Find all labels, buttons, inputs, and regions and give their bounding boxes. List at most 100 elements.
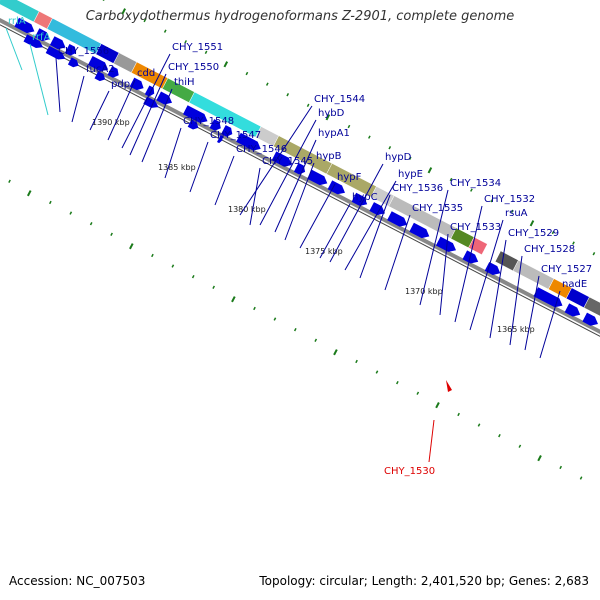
- tick-mark: [265, 82, 269, 86]
- leader-line: [29, 43, 49, 116]
- tick-mark: [325, 114, 331, 121]
- gene-label-chy-1527: CHY_1527: [524, 264, 592, 351]
- genome-title: Carboxydothermus hydrogenoformans Z-2901…: [85, 9, 515, 24]
- gene-arrow: [582, 312, 598, 326]
- gene-label-text: rrfA: [32, 32, 51, 43]
- tick-mark: [212, 285, 216, 289]
- tick-ring-outer: [102, 0, 596, 256]
- leader-line: [5, 27, 23, 71]
- gene-label-hypb: hypB: [284, 151, 342, 241]
- gene-label-chy-1546: CHY_1546: [214, 144, 287, 206]
- gene-label-chy-1548: CHY_1548: [164, 116, 234, 179]
- tick-mark: [449, 177, 453, 182]
- tick-mark: [245, 71, 249, 76]
- tick-mark: [110, 232, 113, 236]
- tick-mark: [89, 222, 93, 226]
- gene-arrow: [533, 287, 563, 308]
- gene-label-chy-1544: CHY_1544: [239, 94, 365, 216]
- leader-line: [71, 75, 85, 123]
- genome-backbone: [0, 18, 600, 335]
- tick-mark: [408, 156, 412, 161]
- gene-arrow: [129, 77, 144, 91]
- gene-label-text: pdp: [111, 79, 130, 90]
- gene-arrow: [409, 222, 430, 239]
- leader-line: [344, 180, 397, 271]
- gene-label-text: CHY_1529: [508, 228, 559, 239]
- gene-label-text: hypB: [316, 151, 342, 162]
- tick-mark: [518, 444, 522, 448]
- tick-mark: [457, 412, 460, 417]
- tick-mark: [273, 317, 277, 321]
- gene-arrow: [187, 119, 199, 130]
- gene-label-rsua: rsuA: [469, 208, 528, 331]
- gene-arrow: [14, 17, 35, 34]
- tick-mark: [592, 252, 596, 256]
- tick-ring-inner: [8, 179, 583, 480]
- leader-line: [141, 88, 173, 163]
- gene-arrow: [369, 202, 385, 216]
- tick-mark: [223, 61, 229, 68]
- tick-mark: [375, 370, 379, 374]
- leader-line: [239, 105, 313, 216]
- gene-label-text: CHY_1532: [484, 194, 535, 205]
- tick-mark: [49, 200, 52, 205]
- gene-arrow: [94, 71, 106, 82]
- leader-line: [419, 189, 449, 306]
- gene-label-text: CHY_1547: [210, 130, 261, 141]
- gene-label-chy-1556: CHY_1556: [55, 46, 109, 113]
- gene-label-text: CHY_1533: [450, 222, 501, 233]
- gene-arrow: [49, 36, 66, 50]
- gene-arrow: [387, 211, 408, 227]
- tick-mark: [293, 327, 297, 332]
- gene-arrow: [34, 28, 50, 42]
- tick-mark: [204, 50, 208, 55]
- gene-label-chy-1532: CHY_1532: [454, 194, 535, 323]
- gene-label-chy-1528: CHY_1528: [509, 244, 575, 346]
- tick-mark: [470, 188, 473, 192]
- tick-mark: [171, 264, 175, 268]
- gene-arrow: [88, 56, 109, 72]
- tick-mark: [572, 241, 575, 245]
- tick-mark: [26, 190, 32, 197]
- kbp-scale-label: 1390 kbp: [92, 118, 130, 127]
- kbp-scale-label: 1370 kbp: [405, 287, 443, 296]
- tick-mark: [231, 296, 236, 303]
- gene-label-nade: nadE: [539, 279, 587, 359]
- gene-label-text: nadE: [562, 279, 587, 290]
- tick-mark: [388, 146, 392, 150]
- leader-line: [319, 203, 351, 259]
- gene-arrow: [307, 169, 328, 186]
- gene-arrow: [183, 105, 208, 123]
- gene-label-text: CHY_1536: [392, 183, 443, 194]
- gene-label-rrla: rrlA: [5, 16, 26, 71]
- leader-line: [121, 53, 171, 149]
- leader-line: [259, 119, 317, 226]
- leader-line: [469, 219, 504, 331]
- gene-label-fuca2: fucA2: [71, 64, 115, 123]
- gene-label-text: hybD: [318, 108, 345, 119]
- tick-mark: [396, 380, 399, 385]
- tick-mark: [314, 338, 318, 342]
- gene-label-hypf: hypF: [299, 172, 362, 249]
- tick-mark: [286, 93, 290, 97]
- tick-mark: [551, 230, 555, 235]
- gene-label-text: CHY_1534: [450, 178, 501, 189]
- leader-line: [284, 162, 315, 241]
- gene-label-chy-1533: CHY_1533: [439, 222, 501, 316]
- gene-arrow: [236, 132, 261, 151]
- kbp-scale-label: 1385 kbp: [158, 163, 196, 172]
- leader-line: [189, 141, 209, 193]
- feature-track: [0, 0, 600, 317]
- gene-label-cdd: cdd: [107, 68, 155, 141]
- gene-label-chy-1536: CHY_1536: [359, 183, 443, 279]
- gene-arrow: [564, 303, 581, 317]
- leader-line: [359, 194, 391, 279]
- gene-label-chy-1529: CHY_1529: [489, 228, 559, 339]
- leader-line: [214, 155, 235, 206]
- gene-label-thih: thiH: [141, 77, 195, 163]
- gene-label-text: rrlA: [8, 16, 26, 27]
- tick-mark: [427, 167, 433, 174]
- gene-arrow: [107, 66, 119, 78]
- leader-line: [384, 214, 411, 291]
